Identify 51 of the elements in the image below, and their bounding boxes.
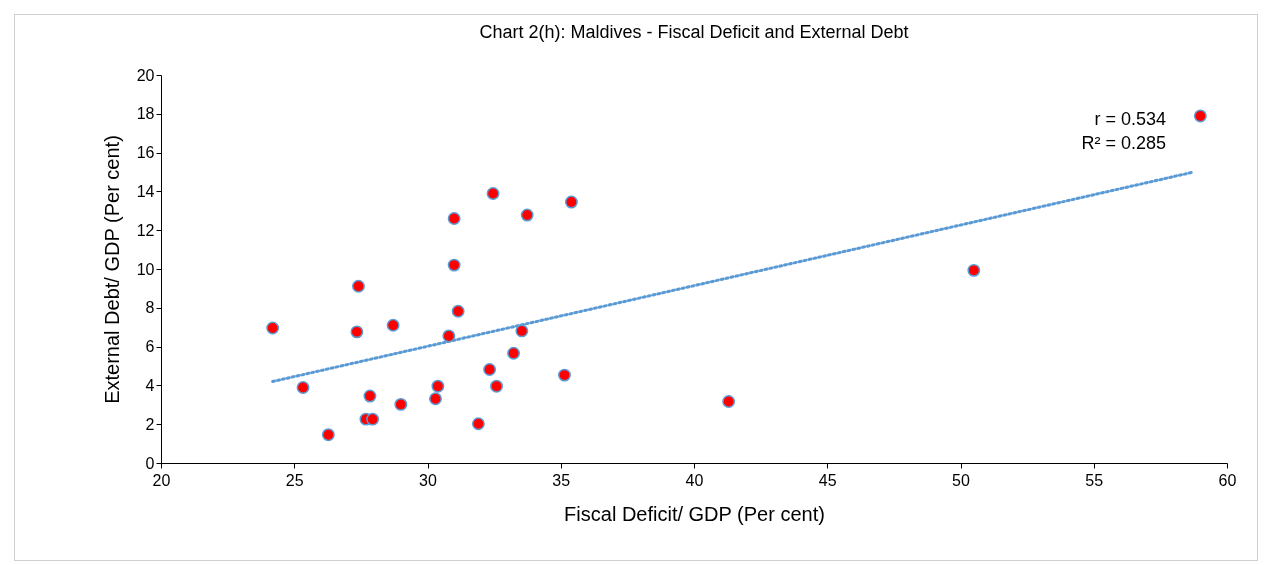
x-tick-label: 25 (285, 471, 304, 489)
point (394, 397, 408, 411)
point (447, 212, 461, 225)
y-axis-title: External Debt/ GDP (Per cent) (100, 135, 123, 404)
point (321, 428, 335, 442)
y-tick-label: 16 (136, 144, 155, 162)
point (442, 329, 456, 343)
y-tick-label: 6 (145, 338, 155, 356)
y-tick-label: 12 (136, 221, 155, 239)
point (486, 187, 500, 200)
point (386, 318, 400, 332)
point (520, 208, 534, 222)
y-tick-label: 14 (136, 182, 155, 200)
y-tick-label: 0 (145, 454, 155, 472)
y-tick-label: 18 (136, 105, 155, 123)
point (447, 258, 461, 272)
y-tick-label: 2 (145, 415, 155, 433)
point (967, 263, 981, 277)
y-tick-label: 20 (136, 66, 155, 84)
point (366, 412, 380, 426)
point (296, 381, 310, 394)
chart-title: Chart 2(h): Maldives - Fiscal Deficit and External Debt (479, 22, 909, 42)
x-tick-label: 40 (685, 471, 704, 489)
point (451, 304, 465, 318)
point (558, 368, 571, 382)
point (363, 389, 377, 403)
y-tick-label: 8 (145, 299, 155, 317)
y-tick-label: 4 (145, 376, 155, 394)
y-tick-label: 10 (136, 260, 155, 278)
point (266, 321, 280, 335)
x-tick-label: 50 (952, 471, 970, 489)
point (490, 379, 503, 393)
point (507, 346, 521, 360)
annotation: R² = 0.285 (1081, 133, 1166, 153)
x-axis-title: Fiscal Deficit/ GDP (Per cent) (564, 502, 825, 525)
x-tick-label: 35 (552, 471, 571, 489)
point (483, 363, 497, 376)
point (564, 195, 578, 209)
point (1193, 109, 1207, 123)
annotation: r = 0.534 (1094, 109, 1166, 129)
x-tick-label: 60 (1218, 471, 1237, 489)
point (429, 392, 442, 406)
point (431, 379, 445, 393)
point (515, 324, 529, 338)
point (471, 417, 485, 431)
x-tick-label: 30 (419, 471, 437, 489)
point (352, 279, 365, 293)
point (722, 395, 736, 408)
point (350, 325, 364, 339)
x-tick-label: 55 (1085, 471, 1104, 489)
x-tick-label: 45 (818, 471, 837, 489)
